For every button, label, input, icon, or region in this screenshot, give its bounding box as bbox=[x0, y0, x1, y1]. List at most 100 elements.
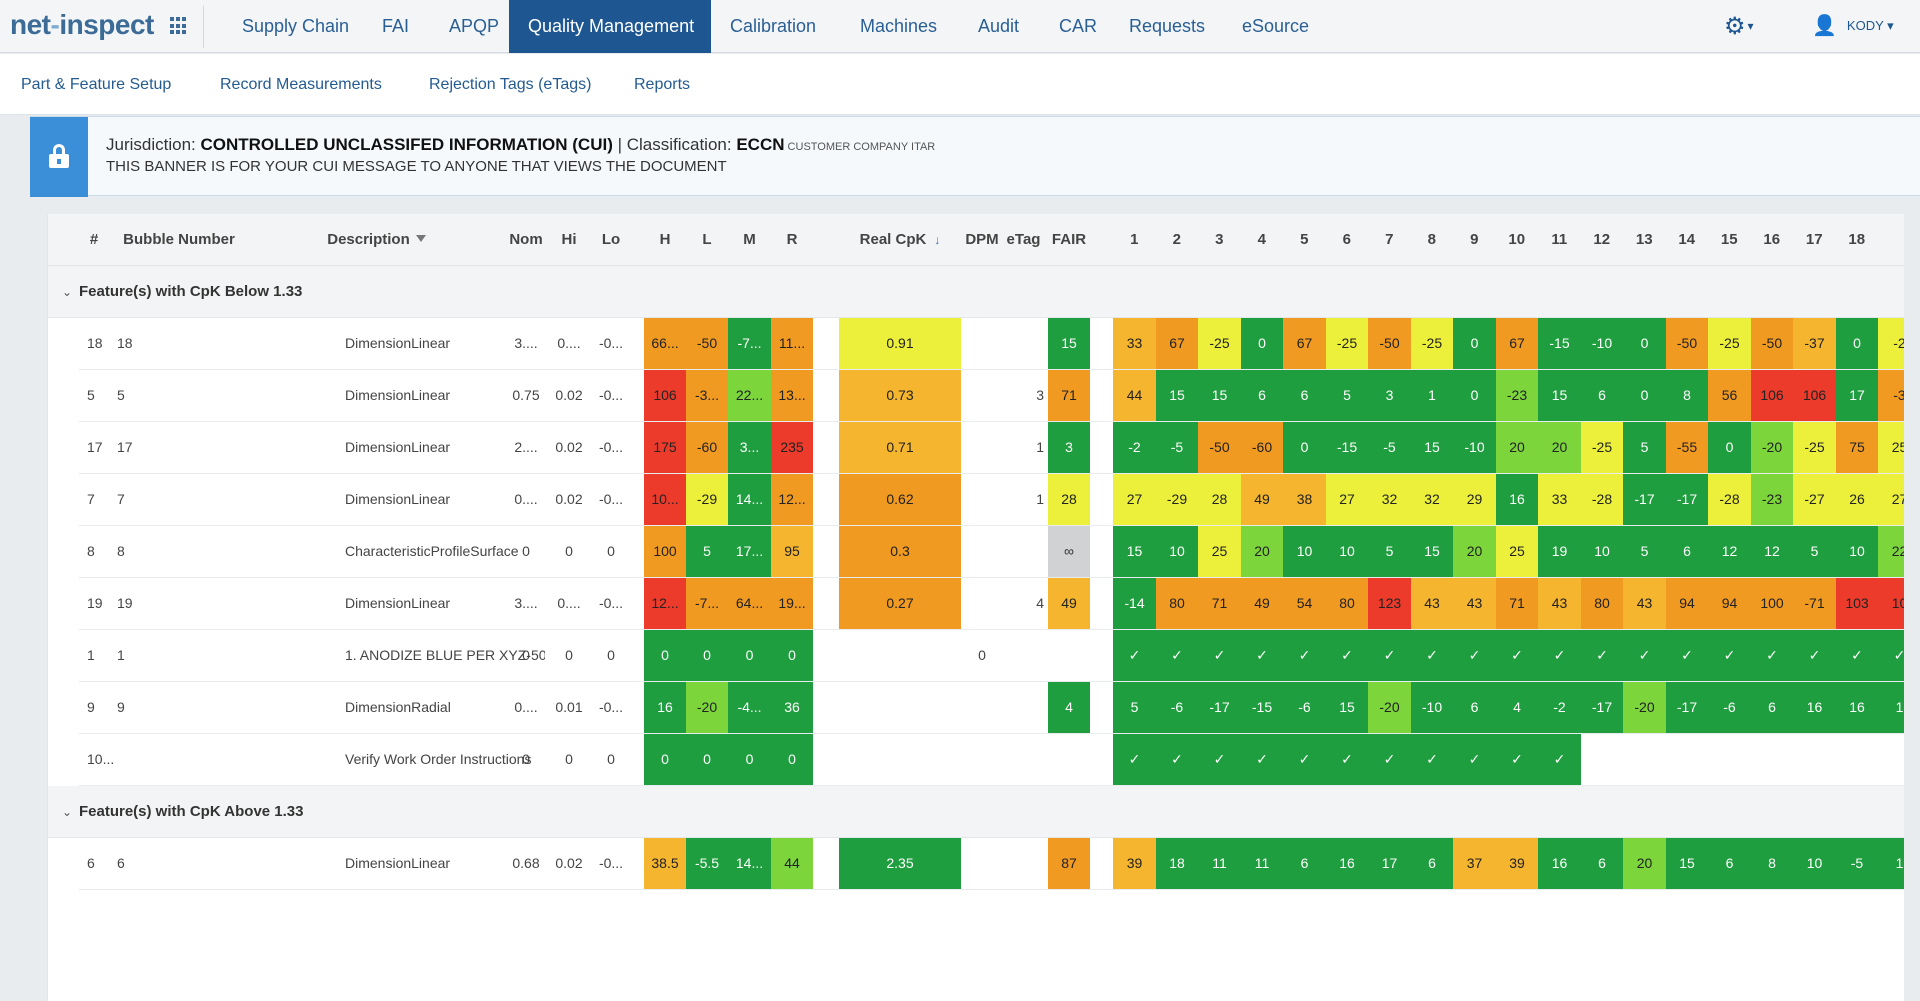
column-header-lo[interactable]: Lo bbox=[601, 231, 621, 248]
sample-cell[interactable]: -25 bbox=[1708, 318, 1751, 369]
etag-link[interactable] bbox=[1003, 682, 1044, 733]
sample-cell[interactable]: -25 bbox=[1325, 318, 1369, 369]
fair-cell[interactable]: 4 bbox=[1048, 682, 1090, 733]
sample-cell[interactable]: 123 bbox=[1368, 578, 1411, 629]
nav-supply-chain[interactable]: Supply Chain bbox=[242, 16, 350, 36]
subnav-record-measurements[interactable]: Record Measurements bbox=[220, 76, 382, 93]
sample-cell[interactable]: ✓ bbox=[1580, 630, 1624, 681]
sample-cell[interactable]: 20 bbox=[1495, 422, 1539, 473]
stat-cell-h[interactable]: 66... bbox=[644, 318, 686, 369]
sample-cell[interactable]: 25 bbox=[1495, 526, 1539, 577]
table-row[interactable]: 9 9 DimensionRadial 0.... 0.01 -0... 16 -20 -4..… bbox=[79, 682, 1904, 734]
fair-cell[interactable]: 28 bbox=[1048, 474, 1090, 525]
sample-cell[interactable]: 18 bbox=[1155, 838, 1199, 889]
column-header-dpm[interactable]: DPM bbox=[965, 231, 999, 248]
sample-cell[interactable]: -6 bbox=[1283, 682, 1326, 733]
stat-cell-h[interactable]: 175 bbox=[644, 422, 686, 473]
etag-link[interactable]: 3 bbox=[1036, 387, 1044, 403]
sample-cell[interactable]: -15 bbox=[1538, 318, 1581, 369]
column-header-sample[interactable]: 18 bbox=[1848, 231, 1866, 248]
sample-cell[interactable]: -37 bbox=[1793, 318, 1836, 369]
sample-cell[interactable]: 17 bbox=[1368, 838, 1411, 889]
column-header-sample[interactable]: 11 bbox=[1551, 231, 1568, 248]
sample-cell[interactable]: 6 bbox=[1283, 370, 1326, 421]
column-header-sample[interactable]: 9 bbox=[1470, 231, 1479, 248]
sample-cell[interactable]: ✓ bbox=[1538, 734, 1581, 785]
sample-cell[interactable] bbox=[1751, 734, 1794, 785]
sample-cell[interactable]: 103 bbox=[1835, 578, 1879, 629]
real-cpk-cell[interactable] bbox=[839, 682, 961, 733]
sample-cell[interactable]: ✓ bbox=[1113, 630, 1156, 681]
table-row[interactable]: 6 6 DimensionLinear 0.68 0.02 -0... 38.5 -5.5 14… bbox=[79, 838, 1904, 890]
column-header-sample[interactable]: 8 bbox=[1427, 231, 1436, 248]
sample-cell[interactable]: 6 bbox=[1580, 370, 1624, 421]
sample-cell[interactable] bbox=[1708, 734, 1751, 785]
sample-cell[interactable]: ✓ bbox=[1453, 630, 1496, 681]
chevron-down-icon[interactable]: ⌄ bbox=[62, 805, 73, 819]
sample-cell[interactable]: 0 bbox=[1240, 318, 1284, 369]
stat-cell-h[interactable]: 16 bbox=[644, 682, 686, 733]
stat-cell-l[interactable]: -7... bbox=[686, 578, 728, 629]
sample-cell[interactable]: 1 bbox=[1878, 682, 1904, 733]
sample-cell[interactable]: 38 bbox=[1283, 474, 1326, 525]
nav-esource[interactable]: eSource bbox=[1242, 16, 1310, 36]
stat-cell-h[interactable]: 100 bbox=[644, 526, 686, 577]
sample-cell[interactable]: 49 bbox=[1240, 578, 1284, 629]
sample-cell[interactable]: 20 bbox=[1240, 526, 1284, 577]
sample-cell[interactable]: -28 bbox=[1708, 474, 1751, 525]
etag-link[interactable]: 1 bbox=[1036, 491, 1044, 507]
sample-cell[interactable]: 0 bbox=[1283, 422, 1326, 473]
table-row[interactable]: 8 8 CharacteristicProfileSurface 0 0 0 100 5 17.… bbox=[79, 526, 1904, 578]
sample-cell[interactable]: 5 bbox=[1793, 526, 1836, 577]
stat-cell-r[interactable]: 13... bbox=[771, 370, 813, 421]
sample-cell[interactable]: -25 bbox=[1410, 318, 1454, 369]
sample-cell[interactable]: 16 bbox=[1793, 682, 1836, 733]
table-row[interactable]: 5 5 DimensionLinear 0.75 0.02 -0... 106 -3... 22… bbox=[79, 370, 1904, 422]
nav-audit[interactable]: Audit bbox=[978, 16, 1020, 36]
sample-cell[interactable]: 20 bbox=[1623, 838, 1666, 889]
nav-calibration[interactable]: Calibration bbox=[730, 16, 817, 36]
stat-cell-l[interactable]: -50 bbox=[686, 318, 728, 369]
stat-cell-m[interactable]: 17... bbox=[728, 526, 771, 577]
stat-cell-l[interactable]: -20 bbox=[686, 682, 728, 733]
sample-cell[interactable]: ✓ bbox=[1410, 734, 1454, 785]
sample-cell[interactable]: -3 bbox=[1878, 370, 1904, 421]
stat-cell-h[interactable]: 0 bbox=[644, 630, 686, 681]
sample-cell[interactable]: 25 bbox=[1878, 422, 1904, 473]
sample-cell[interactable]: 6 bbox=[1453, 682, 1496, 733]
sample-cell[interactable]: 15 bbox=[1410, 526, 1454, 577]
sample-cell[interactable]: 106 bbox=[1793, 370, 1836, 421]
sample-cell[interactable]: ✓ bbox=[1198, 630, 1241, 681]
table-row[interactable]: 19 19 DimensionLinear 3.... 0.... -0... 12... -… bbox=[79, 578, 1904, 630]
etag-link[interactable] bbox=[1003, 526, 1044, 577]
column-header-sample[interactable]: 7 bbox=[1385, 231, 1394, 248]
table-row[interactable]: 1 1 1. ANODIZE BLUE PER XYZ-50. 0 0 0 0 0 0 0 0 ✓ ✓ ✓… bbox=[79, 630, 1904, 682]
sample-cell[interactable]: 17 bbox=[1835, 370, 1879, 421]
sample-cell[interactable]: -6 bbox=[1708, 682, 1751, 733]
sample-cell[interactable]: -2 bbox=[1538, 682, 1581, 733]
sample-cell[interactable]: 37 bbox=[1453, 838, 1496, 889]
sample-cell[interactable]: 15 bbox=[1410, 422, 1454, 473]
fair-cell[interactable]: ∞ bbox=[1048, 526, 1090, 577]
stat-cell-h[interactable]: 106 bbox=[644, 370, 686, 421]
sample-cell[interactable]: 1 bbox=[1410, 370, 1454, 421]
stat-cell-r[interactable]: 235 bbox=[771, 422, 813, 473]
sample-cell[interactable]: 10 bbox=[1325, 526, 1369, 577]
sample-cell[interactable]: -17 bbox=[1665, 474, 1709, 525]
stat-cell-m[interactable]: 14... bbox=[728, 838, 771, 889]
sample-cell[interactable]: -2 bbox=[1113, 422, 1156, 473]
real-cpk-cell[interactable]: 0.71 bbox=[839, 422, 961, 473]
stat-cell-r[interactable]: 44 bbox=[771, 838, 813, 889]
sample-cell[interactable]: -17 bbox=[1580, 682, 1624, 733]
column-header-nom[interactable]: Nom bbox=[509, 231, 543, 248]
sample-cell[interactable]: 0 bbox=[1708, 422, 1751, 473]
sample-cell[interactable]: 28 bbox=[1198, 474, 1241, 525]
sample-cell[interactable]: 5 bbox=[1368, 526, 1411, 577]
sample-cell[interactable]: 33 bbox=[1538, 474, 1581, 525]
chevron-down-icon[interactable]: ⌄ bbox=[62, 285, 73, 299]
sample-cell[interactable]: ✓ bbox=[1155, 734, 1199, 785]
sample-cell[interactable]: -14 bbox=[1113, 578, 1156, 629]
sample-cell[interactable]: 43 bbox=[1410, 578, 1454, 629]
sample-cell[interactable]: -23 bbox=[1495, 370, 1539, 421]
sample-cell[interactable]: ✓ bbox=[1155, 630, 1199, 681]
